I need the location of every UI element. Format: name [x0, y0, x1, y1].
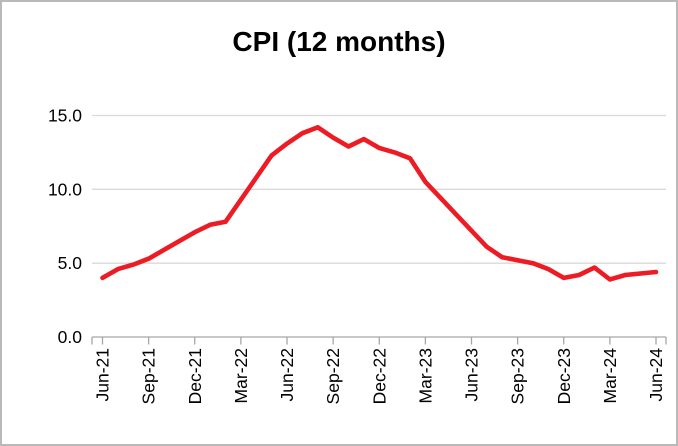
x-axis-label: Sep-21	[139, 348, 159, 404]
x-axis-label: Jun-24	[646, 348, 666, 402]
x-axis-label: Jun-23	[462, 348, 482, 402]
x-axis-label: Mar-23	[415, 348, 435, 403]
x-axis-label: Jun-21	[93, 348, 113, 402]
y-axis-label: 5.0	[58, 253, 83, 273]
x-axis-label: Dec-21	[185, 348, 205, 404]
x-axis-label: Dec-22	[369, 348, 389, 404]
y-axis-label: 15.0	[48, 106, 82, 126]
x-axis-label: Mar-22	[231, 348, 251, 403]
x-axis-label: Jun-22	[277, 348, 297, 402]
x-axis-label: Sep-22	[323, 348, 343, 404]
cpi-series-line	[100, 125, 659, 282]
x-axis-label: Mar-24	[600, 348, 620, 404]
y-axis-label: 10.0	[48, 179, 82, 199]
x-axis-label: Dec-23	[554, 348, 574, 404]
x-axis-label: Sep-23	[508, 348, 528, 404]
y-axis-label: 0.0	[58, 327, 83, 347]
chart-title: CPI (12 months)	[232, 26, 446, 57]
